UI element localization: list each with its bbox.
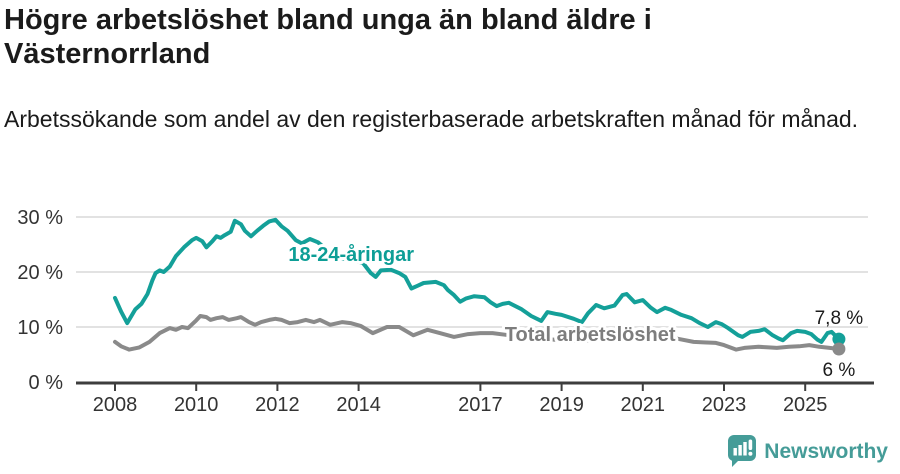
newsworthy-logo-icon — [728, 435, 757, 468]
series-end-value-label: 7,8 % — [815, 308, 864, 329]
x-axis-tick-label: 2019 — [539, 394, 584, 416]
x-axis-tick-label: 2014 — [336, 394, 381, 416]
footer-branding: Newsworthy — [728, 435, 888, 468]
series-end-dot — [832, 342, 846, 356]
x-axis-tick-label: 2023 — [702, 394, 747, 416]
x-axis-tick-label: 2021 — [621, 394, 666, 416]
series-name-label: Total arbetslöshet — [505, 324, 676, 346]
y-axis-tick-label: 30 % — [17, 207, 63, 229]
brand-name: Newsworthy — [764, 439, 888, 463]
x-axis-tick-label: 2017 — [458, 394, 503, 416]
chart-title: Högre arbetslöshet bland unga än bland ä… — [4, 4, 652, 70]
series-end-value-label: 6 % — [823, 360, 856, 381]
x-axis-tick-label: 2008 — [93, 394, 138, 416]
y-axis-tick-label: 20 % — [17, 262, 63, 284]
chart-header: Högre arbetslöshet bland unga än bland ä… — [4, 3, 734, 71]
x-axis-tick-label: 2010 — [174, 394, 219, 416]
y-axis-tick-label: 10 % — [17, 317, 63, 339]
x-axis-tick-label: 2012 — [255, 394, 300, 416]
series-line — [113, 314, 841, 352]
series-end-dot — [832, 332, 846, 346]
x-axis-tick-label: 2025 — [783, 394, 828, 416]
series-name-label: 18-24-åringar — [288, 243, 414, 266]
series-line — [113, 217, 841, 344]
chart-subtitle: Arbetssökande som andel av den registerb… — [4, 106, 859, 132]
y-axis-tick-label: 0 % — [29, 372, 64, 394]
